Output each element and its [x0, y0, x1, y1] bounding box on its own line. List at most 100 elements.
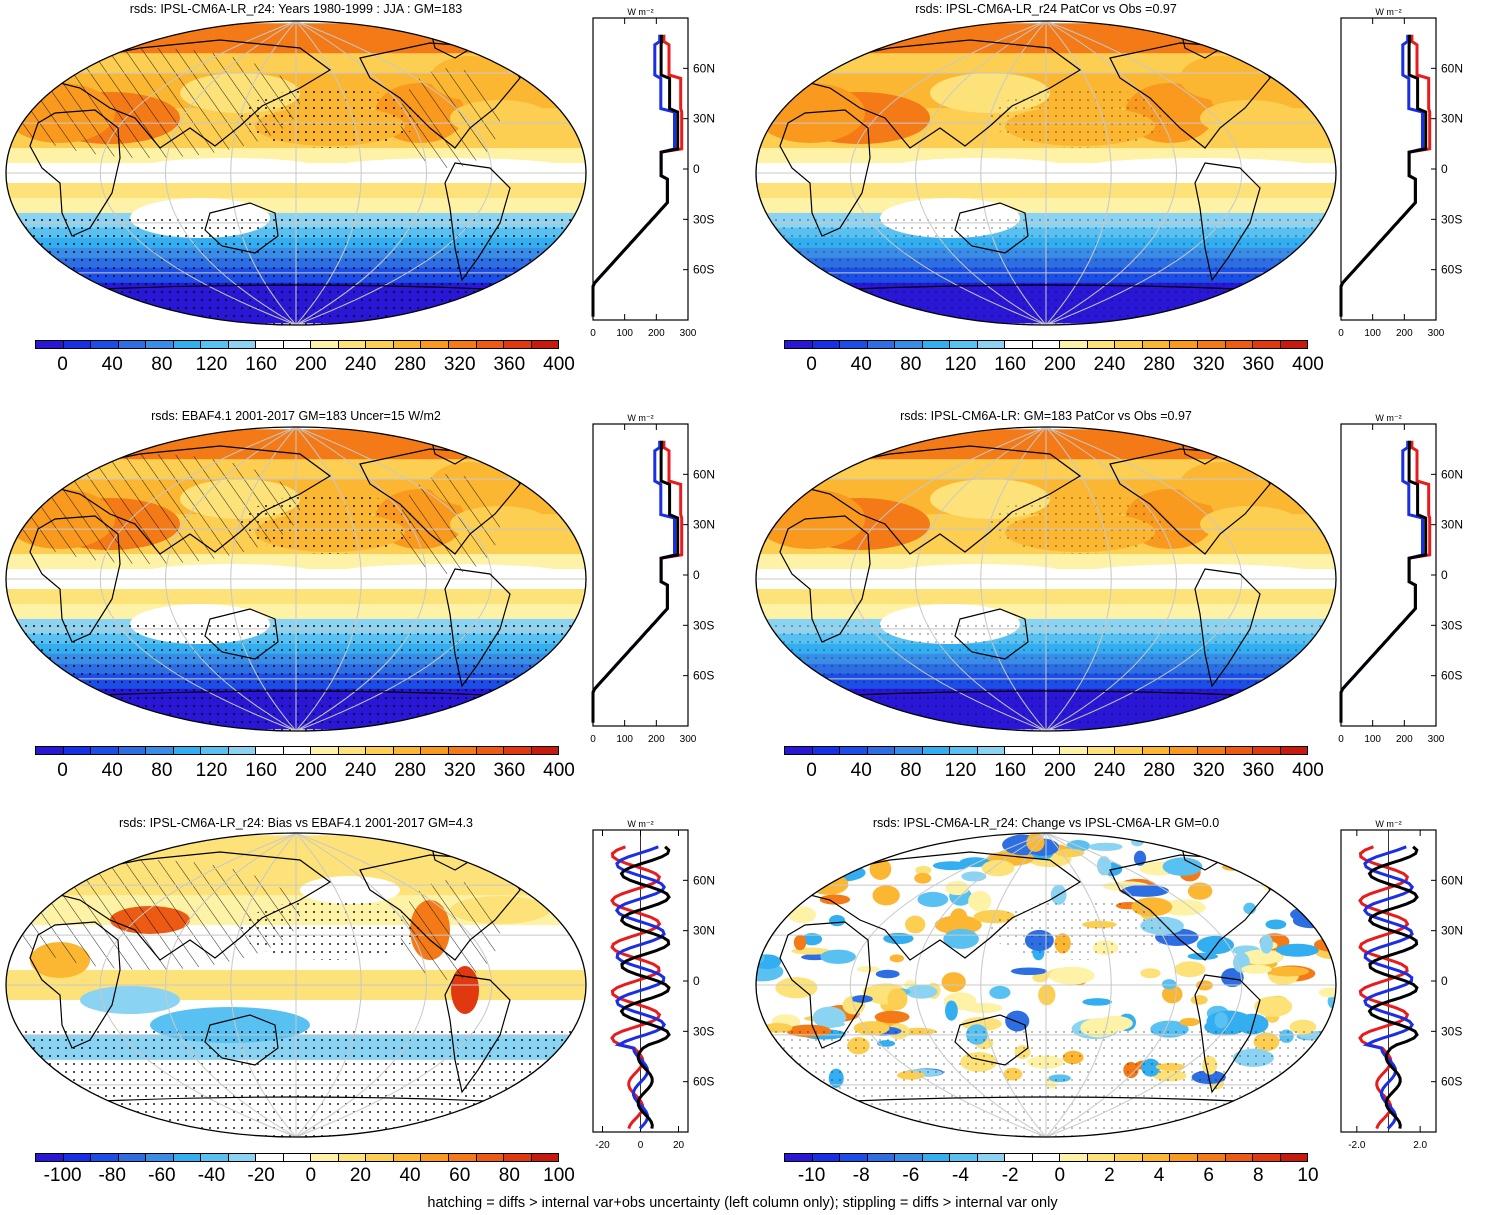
- x-tick-label: 0: [590, 328, 596, 339]
- colorbar-swatch: [146, 1154, 174, 1161]
- graticule-line: [230, 21, 297, 325]
- colorbar-tick-label: -80: [98, 1165, 126, 1186]
- panel-1-zonal-profile: W m⁻² 60N 30N 0 30S 60S 0 100 200 300: [590, 7, 715, 339]
- colorbar-tick-label: 360: [493, 354, 526, 375]
- lat-tick-label: 30N: [1441, 518, 1463, 532]
- field-feature: [829, 915, 846, 927]
- graticule-line: [295, 833, 427, 1137]
- colorbar-tick-label: 320: [443, 760, 476, 781]
- stippling-overlay: [990, 88, 1170, 148]
- field-feature: [1010, 967, 1048, 975]
- colorbar-swatch: [1115, 747, 1143, 754]
- graticule-line: [99, 427, 297, 731]
- coastline: [79, 284, 513, 291]
- colorbar-tick-label: 80: [151, 354, 173, 375]
- lat-tick-label: 30S: [1441, 618, 1462, 632]
- field-feature: [820, 949, 856, 964]
- colorbar-swatch: [1005, 747, 1033, 754]
- colorbar-swatch: [1005, 1154, 1033, 1161]
- x-tick-label: 100: [1364, 734, 1381, 745]
- coastline: [1194, 162, 1261, 282]
- field-feature: [775, 977, 818, 999]
- graticule-line: [849, 833, 1047, 1137]
- coastline: [204, 608, 279, 660]
- colorbar-tick-label: 360: [1242, 760, 1275, 781]
- panel-6-title: rsds: IPSL-CM6A-LR_r24: Change vs IPSL-C…: [872, 816, 1220, 830]
- coastline: [1194, 974, 1261, 1094]
- x-tick-label: 200: [648, 734, 665, 745]
- colorbar-swatch: [922, 341, 951, 348]
- graticule-line: [165, 833, 297, 1137]
- lat-tick-label: 60N: [693, 467, 715, 481]
- panel-4-map: [755, 426, 1337, 732]
- panel-3-map: [5, 426, 587, 732]
- x-tick-label: 20: [673, 1140, 685, 1151]
- colorbar-swatch: [867, 341, 896, 348]
- colorbar-tick-label: 0: [57, 760, 68, 781]
- coastline: [1194, 568, 1261, 688]
- field-feature: [1055, 848, 1085, 858]
- lat-tick-label: 30S: [693, 1024, 714, 1038]
- field-feature: [889, 954, 904, 963]
- colorbar-swatch: [476, 747, 505, 754]
- colorbar-tick-label: -2: [1001, 1165, 1019, 1186]
- field-feature: [1180, 462, 1260, 506]
- profile-frame: [1340, 423, 1437, 727]
- colorbar-tick-label: 160: [994, 760, 1026, 781]
- lat-tick-label: 60N: [693, 873, 715, 887]
- map-border: [755, 20, 1337, 326]
- colorbar-swatch: [1197, 1154, 1226, 1161]
- colorbar-tick-label: 320: [1192, 354, 1225, 375]
- x-tick-label: 100: [1364, 328, 1381, 339]
- field-feature: [1080, 564, 1320, 584]
- colorbar-swatch: [448, 341, 477, 348]
- lat-tick-label: 30N: [693, 518, 715, 532]
- field-feature: [799, 863, 812, 882]
- field-feature: [1254, 996, 1293, 1017]
- colorbar-tick-label: 40: [850, 354, 872, 375]
- graticule-line: [1045, 833, 1177, 1137]
- panel-3-colorbar-labels: 0 40 80 120 160 200 240 280 320 360 400: [35, 760, 575, 782]
- hatching-overlay: [400, 474, 500, 574]
- x-tick-label: 100: [616, 734, 633, 745]
- field-feature: [943, 928, 979, 949]
- profile-curve: [1358, 845, 1410, 1130]
- lat-tick-label: 60S: [693, 669, 714, 683]
- field-feature: [856, 966, 881, 973]
- colorbar-swatch: [91, 341, 119, 348]
- panel-3-zonal-profile: W m⁻² 60N 30N 0 30S 60S 0 100 200 300: [590, 413, 715, 745]
- colorbar-swatch: [201, 747, 229, 754]
- colorbar-tick-label: 280: [1143, 354, 1175, 375]
- x-tick-label: -2.0: [1348, 1140, 1366, 1151]
- colorbar-swatch: [1280, 1154, 1308, 1161]
- colorbar-tick-label: 40: [399, 1165, 421, 1186]
- field-feature: [1275, 943, 1319, 957]
- colorbar-swatch: [950, 341, 978, 348]
- lat-tick-label: 60S: [693, 1075, 714, 1089]
- lat-tick-label: 0: [1441, 162, 1448, 176]
- colorbar-tick-label: -100: [43, 1165, 82, 1186]
- colorbar-swatch: [63, 1154, 92, 1161]
- colorbar-swatch: [36, 341, 64, 348]
- colorbar-swatch: [895, 341, 923, 348]
- colorbar-swatch: [812, 341, 841, 348]
- panel-4-colorbar-labels: 0 40 80 120 160 200 240 280 320 360 400: [784, 760, 1324, 782]
- map-border: [5, 426, 587, 732]
- colorbar-tick-label: -10: [797, 1165, 826, 1186]
- stippling-overlay: [240, 88, 420, 148]
- colorbar-tick-label: 40: [101, 760, 123, 781]
- colorbar-swatch: [1032, 747, 1061, 754]
- colorbar-tick-label: 2: [1104, 1165, 1115, 1186]
- coastline: [38, 851, 332, 961]
- x-tick-label: -20: [595, 1140, 610, 1151]
- colorbar-swatch: [366, 747, 394, 754]
- profile-curve: [1339, 440, 1428, 723]
- field-feature: [1082, 998, 1113, 1006]
- colorbar-swatch: [63, 341, 92, 348]
- field-feature: [862, 986, 879, 998]
- colorbar-swatch: [1170, 747, 1198, 754]
- lat-tick-label: 30S: [693, 618, 714, 632]
- colorbar-swatch: [36, 1154, 64, 1161]
- colorbar-swatch: [840, 341, 868, 348]
- x-tick-label: 200: [1396, 328, 1413, 339]
